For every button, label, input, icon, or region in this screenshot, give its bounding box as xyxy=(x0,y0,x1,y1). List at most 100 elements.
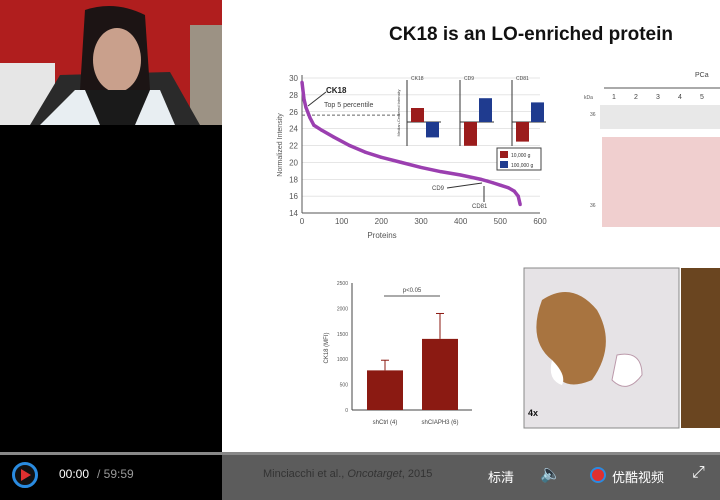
y-tick-label: 24 xyxy=(289,125,298,134)
player-control-bar: 00:00 / 59:59 Minciacchi et al., Oncotar… xyxy=(0,452,720,500)
y-tick-label: 2000 xyxy=(337,306,348,312)
y-tick-label: 22 xyxy=(289,142,298,151)
annotation-cd9: CD9 xyxy=(432,186,445,192)
inset-y-label: Median-Centered Intensity xyxy=(396,90,401,137)
data-point xyxy=(363,150,368,154)
inset-bar xyxy=(479,98,492,122)
presenter-image xyxy=(0,0,222,125)
x-tick-label: 400 xyxy=(454,217,468,226)
data-point xyxy=(300,80,304,84)
current-time: 00:00 xyxy=(59,467,90,481)
lane-label: 1 xyxy=(612,94,616,101)
annotation-top5: Top 5 percentile xyxy=(324,102,374,109)
x-tick-label: 600 xyxy=(533,217,547,226)
slide-title: CK18 is an LO-enriched protein xyxy=(389,24,673,45)
y-tick-label: 500 xyxy=(340,383,349,389)
marker-bottom: 36 xyxy=(590,203,596,209)
inset-bar xyxy=(516,122,529,142)
x-tick-label: 500 xyxy=(494,217,508,226)
x-tick-label: 300 xyxy=(414,217,428,226)
x-tick-label: 100 xyxy=(335,217,349,226)
quality-button[interactable]: 标清 xyxy=(488,470,515,485)
duration: / 59:59 xyxy=(97,467,134,481)
lane-label: 2 xyxy=(634,94,638,101)
data-point xyxy=(348,143,352,148)
y-tick-label: 16 xyxy=(289,192,298,201)
inset-title: CK18 xyxy=(411,76,424,82)
data-point xyxy=(512,189,516,193)
fullscreen-icon[interactable]: ⤢ xyxy=(692,464,705,481)
brand-link[interactable]: 优酷视频 xyxy=(612,470,665,485)
legend-swatch xyxy=(500,161,508,168)
data-point xyxy=(302,97,306,101)
y-tick-label: 18 xyxy=(289,175,298,184)
lane-label: 5 xyxy=(700,94,704,101)
progress-bar[interactable] xyxy=(0,452,720,455)
annotation-arrow xyxy=(307,91,327,107)
play-icon xyxy=(21,469,31,481)
data-point xyxy=(379,155,383,159)
inset-bar xyxy=(464,122,477,146)
bar xyxy=(422,338,458,410)
y-tick-label: 14 xyxy=(289,209,298,218)
webcam-video xyxy=(0,0,222,125)
blot-header: PCa xyxy=(695,72,709,79)
data-point xyxy=(439,170,443,174)
data-point xyxy=(516,194,520,198)
annotation-cd81: CD81 xyxy=(472,204,488,210)
legend-label: 100,000 g xyxy=(511,163,533,169)
data-point xyxy=(399,160,403,164)
y-tick-label: 28 xyxy=(289,91,298,100)
data-point xyxy=(304,105,308,110)
marker-top: 36 xyxy=(590,112,596,118)
lane-label: 4 xyxy=(678,94,682,101)
significance-label: p<0.05 xyxy=(403,288,422,294)
data-point xyxy=(308,116,312,120)
x-tick-label: 200 xyxy=(375,217,389,226)
annotation-ck18: CK18 xyxy=(326,86,347,95)
volume-icon[interactable]: 🔈 xyxy=(540,464,562,483)
bar xyxy=(367,370,403,410)
ck18-bar-chart: 0 500 1000 1500 2000 2500 CK18 (MFI) shCtrl (4)… xyxy=(324,281,472,426)
y-tick-label: 26 xyxy=(289,108,298,117)
y-axis-label: Normalized Intensity xyxy=(277,113,284,177)
play-button[interactable] xyxy=(12,462,38,488)
data-point xyxy=(506,186,510,190)
inset-bar xyxy=(426,122,439,138)
data-point xyxy=(490,181,494,185)
legend-label: 10,000 g xyxy=(511,153,531,159)
inset-bar xyxy=(411,108,424,122)
ponceau-stain xyxy=(602,137,720,227)
data-point xyxy=(312,123,316,127)
presentation-slide: CK18 is an LO-enriched protein 14 16 18 20 2… xyxy=(222,0,720,452)
lane-label: 3 xyxy=(656,94,660,101)
kda-label: kDa xyxy=(584,95,593,101)
x-tick-label: 0 xyxy=(300,217,305,226)
x-tick-label: shCtrl (4) xyxy=(373,420,398,426)
annotation-arrow xyxy=(446,182,483,189)
y-tick-label: 1500 xyxy=(337,332,348,338)
data-point xyxy=(320,128,324,132)
data-point xyxy=(332,135,336,139)
x-axis-label: Proteins xyxy=(367,231,396,240)
inset-legend: 10,000 g 100,000 g xyxy=(496,147,542,171)
data-point xyxy=(459,173,463,177)
western-blot: PCa kDa 1 2 3 4 5 36 36 xyxy=(584,72,720,227)
data-point xyxy=(419,165,423,170)
magnification-label: 4x xyxy=(528,408,538,418)
inset-bar xyxy=(531,102,544,122)
data-point xyxy=(498,183,502,187)
y-tick-label: 20 xyxy=(289,158,298,167)
inset-title: CD81 xyxy=(516,76,529,82)
youku-logo-icon xyxy=(590,467,606,483)
y-tick-label: 1000 xyxy=(337,357,348,363)
inset-title: CD9 xyxy=(464,76,474,82)
y-tick-label: 0 xyxy=(345,408,348,414)
slide-citation: Minciacchi et al., Oncotarget, 2015 xyxy=(263,468,433,480)
y-tick-label: 2500 xyxy=(337,281,348,287)
data-point xyxy=(518,202,522,207)
y-tick-label: 30 xyxy=(289,74,298,83)
x-tick-label: shCIAPH3 (6) xyxy=(421,420,458,426)
y-axis-label: CK18 (MFI) xyxy=(324,332,330,363)
